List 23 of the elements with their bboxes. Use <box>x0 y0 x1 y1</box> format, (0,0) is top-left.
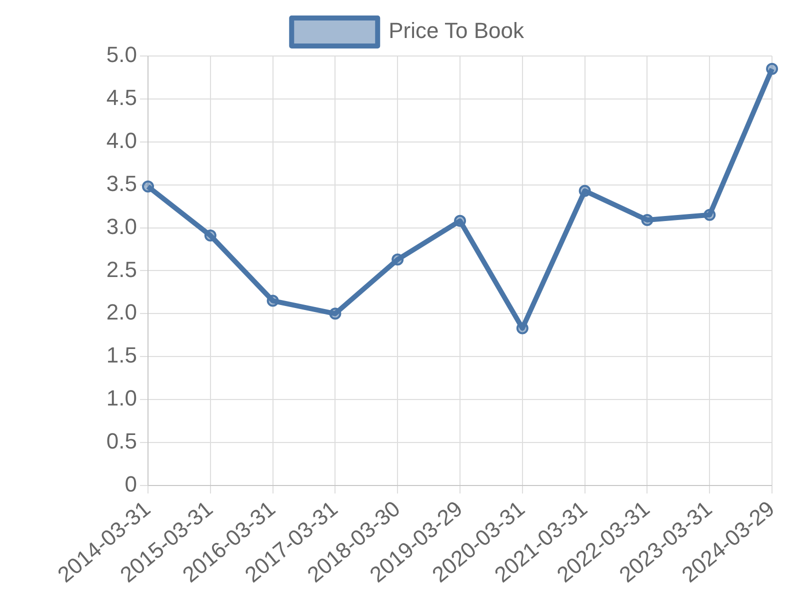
point <box>329 308 342 320</box>
point <box>704 208 716 221</box>
y-tick-label: 3.5 <box>106 170 137 196</box>
y-tick-label: 5.0 <box>106 42 137 68</box>
point <box>266 294 279 307</box>
y-tick-label: 0 <box>124 472 137 497</box>
point <box>766 62 778 75</box>
point <box>392 254 404 266</box>
y-tick-label: 4.5 <box>106 85 137 110</box>
point <box>454 214 466 227</box>
point <box>142 180 154 193</box>
point <box>641 214 654 226</box>
y-tick-label: 0.5 <box>106 428 137 454</box>
point <box>516 322 528 334</box>
point <box>204 230 216 242</box>
y-tick-label: 4.0 <box>106 128 137 153</box>
y-tick-label: 3.0 <box>106 214 137 239</box>
y-tick-label: 1.0 <box>106 386 137 411</box>
y-tick-label: 2.5 <box>106 256 137 282</box>
y-tick-label: 1.5 <box>106 342 137 368</box>
point <box>578 184 591 197</box>
y-tick-label: 2.0 <box>106 300 137 325</box>
legend-label: Price To Book <box>388 18 525 44</box>
